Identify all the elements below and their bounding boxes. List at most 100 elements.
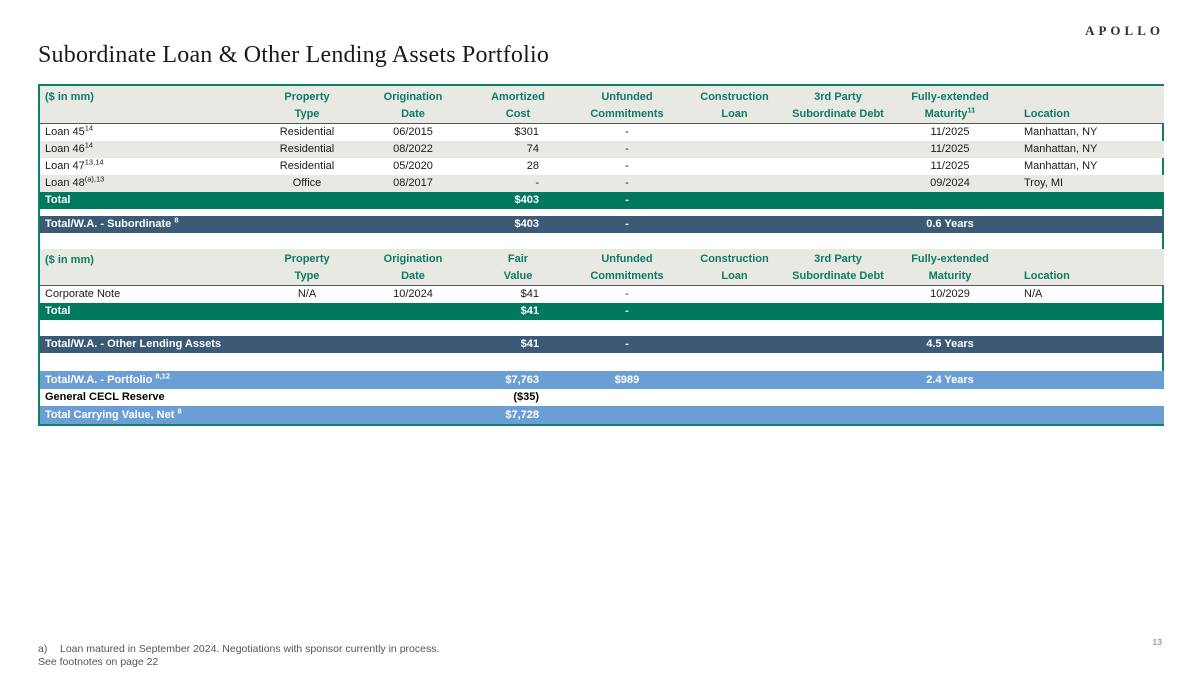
cell-unfunded: - [567,140,687,158]
other-lending-wa-row: Total/W.A. - Other Lending Assets $41 - … [40,336,1164,353]
cell-location: N/A [1024,288,1043,300]
cell-amortized-cost: 74 [469,140,567,158]
total-fair-value: $41 [469,303,567,320]
loan-row-48: Loan 48(a),13 Office 08/2017 - - 09/2024… [40,174,1164,192]
cecl-amount: ($35) [469,389,567,406]
col-unfunded-commitments: Unfunded Commitments [567,86,687,124]
wa-label: Total/W.A. - Subordinate 8 [40,215,257,233]
cell-subordinate-debt [782,174,894,192]
asset-label: Corporate Note [45,288,121,300]
cell-property-type: Residential [257,140,357,158]
spacer [40,232,1162,249]
spacer [40,353,1162,371]
subordinate-total-row: Total $403 - [40,191,1164,209]
other-lending-total-row: Total $41 - [40,303,1164,320]
col-fully-extended-maturity: Fully-extended Maturity [894,248,1006,286]
cell-maturity: 11/2025 [894,140,1006,158]
cell-subordinate-debt [782,123,894,141]
loan-row-45: Loan 4514 Residential 06/2015 $301 - 11/… [40,123,1164,141]
wa-amount: $41 [469,336,567,353]
other-lending-header-row: ($ in mm) Property Type Origination Date F… [40,248,1164,286]
col-property-type: Property Type [257,248,357,286]
cell-construction-loan [687,158,782,175]
cell-maturity: 10/2029 [930,288,970,300]
total-unfunded: - [567,191,687,209]
loan-label: Loan 4713,14 [45,157,104,172]
loan-row-47: Loan 4713,14 Residential 05/2020 28 - 11… [40,158,1164,175]
cell-unfunded: - [567,174,687,192]
cell-subordinate-debt [782,140,894,158]
portfolio-maturity: 2.4 Years [894,371,1006,389]
cell-construction-loan [687,286,782,304]
subordinate-wa-row: Total/W.A. - Subordinate 8 $403 - 0.6 Ye… [40,215,1164,233]
cell-maturity: 11/2025 [930,159,970,172]
total-unfunded: - [567,303,687,320]
cell-maturity: 09/2024 [894,174,1006,192]
other-lending-wa-table: Total/W.A. - Other Lending Assets $41 - … [40,336,1164,353]
footnotes: a) Loan matured in September 2024. Negoti… [38,643,439,669]
footnote-see: See footnotes on page 22 [38,656,159,668]
carrying-value-row: Total Carrying Value, Net 8 $7,728 [40,406,1164,424]
cell-construction-loan [687,174,782,192]
subordinate-loans-table: ($ in mm) Property Type Origination Date A… [40,86,1164,209]
spacer [40,320,1162,336]
cecl-label: General CECL Reserve [40,389,257,406]
col-fair-value: Fair Value [469,248,567,286]
corporate-note-row: Corporate Note N/A 10/2024 $41 - 10/2029… [40,286,1164,304]
cell-unfunded: - [625,288,629,300]
col-fully-extended-maturity: Fully-extended Maturity11 [894,86,1006,124]
total-label: Total [40,303,257,320]
cell-subordinate-debt [782,158,894,175]
loan-row-46: Loan 4614 Residential 08/2022 74 - 11/20… [40,140,1164,158]
carrying-label: Total Carrying Value, Net 8 [40,406,257,424]
col-location: Location [1006,86,1164,124]
cecl-reserve-row: General CECL Reserve ($35) [40,389,1164,406]
cell-location: Manhattan, NY [1024,125,1098,138]
cell-origination-date: 08/2022 [357,140,469,158]
portfolio-total-row: Total/W.A. - Portfolio 8,12 $7,763 $989 … [40,371,1164,389]
col-location: Location [1006,248,1164,286]
cell-origination-date: 05/2020 [393,159,433,172]
col-unfunded-commitments: Unfunded Commitments [567,248,687,286]
wa-maturity: 4.5 Years [894,336,1006,353]
col-construction-loan: Construction Loan [687,86,782,124]
cell-property-type: Office [257,174,357,192]
loan-label: Loan 4614 [40,140,257,158]
cell-construction-loan [687,123,782,141]
col-construction-loan: Construction Loan [687,248,782,286]
cell-property-type: N/A [297,288,317,300]
wa-label: Total/W.A. - Other Lending Assets [40,336,257,353]
subordinate-header-row: ($ in mm) Property Type Origination Date A… [40,86,1164,124]
cell-unfunded: - [625,159,629,172]
col-3rd-party-subordinate-debt: 3rd Party Subordinate Debt [782,248,894,286]
total-amortized-cost: $403 [469,191,567,209]
subordinate-wa-table: Total/W.A. - Subordinate 8 $403 - 0.6 Ye… [40,215,1164,233]
col-amortized-cost: Amortized Cost [469,86,567,124]
portfolio-unfunded: $989 [567,371,687,389]
footnote-a-text: Loan matured in September 2024. Negotiat… [60,643,440,655]
cell-amortized-cost: $301 [514,125,539,138]
footnote-marker: a) [38,643,48,655]
cell-amortized-cost: - [469,174,567,192]
cell-location: Manhattan, NY [1006,140,1164,158]
cell-location: Manhattan, NY [1024,159,1098,172]
wa-amount: $403 [469,215,567,233]
total-label: Total [40,191,257,209]
other-lending-table: ($ in mm) Property Type Origination Date F… [40,248,1164,320]
footnote-a: a) Loan matured in September 2024. Negoti… [38,643,439,656]
portfolio-label: Total/W.A. - Portfolio 8,12 [40,371,257,389]
page-title: Subordinate Loan & Other Lending Assets … [38,42,550,68]
wa-maturity: 0.6 Years [894,215,1006,233]
wa-unfunded: - [567,215,687,233]
col-origination-date: Origination Date [357,248,469,286]
col-origination-date: Origination Date [357,86,469,124]
cell-fair-value: $41 [520,288,539,300]
cell-origination-date: 06/2015 [393,125,433,138]
cell-amortized-cost: 28 [526,159,539,172]
cell-location: Troy, MI [1006,174,1164,192]
cell-origination-date: 10/2024 [393,288,433,300]
col-property-type: Property Type [257,86,357,124]
carrying-amount: $7,728 [469,406,567,424]
loan-label: Loan 4514 [45,123,94,138]
portfolio-tables: ($ in mm) Property Type Origination Date A… [38,84,1164,426]
